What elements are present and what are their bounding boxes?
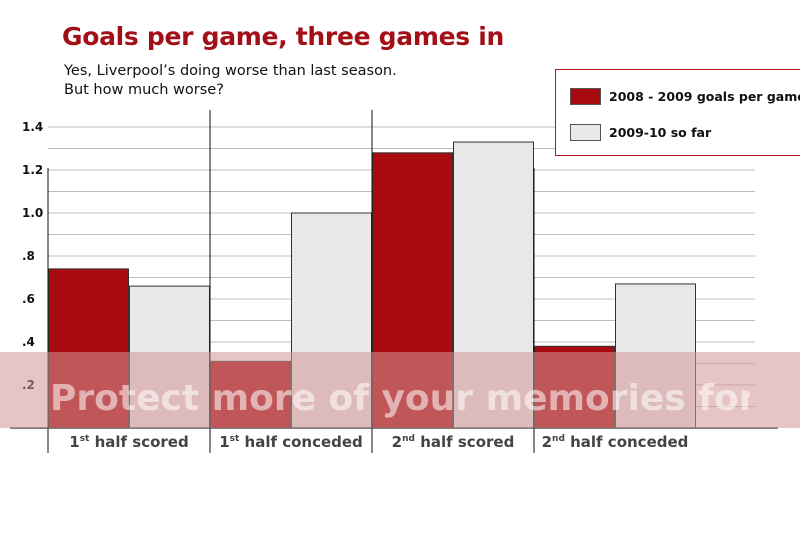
chart-subtitle-line-1: Yes, Liverpool’s doing worse than last s… (64, 63, 397, 79)
legend-item-2009-10: 2009-10 so far (570, 123, 711, 141)
y-tick-label: 1.2 (22, 163, 43, 177)
legend-label-2009-10: 2009-10 so far (609, 124, 712, 140)
legend-item-2008-09: 2008 - 2009 goals per game (570, 87, 800, 105)
x-category-label: 1st half conceded (219, 433, 363, 451)
legend-swatch-2009-10 (570, 123, 601, 141)
y-tick-label: 1.4 (22, 120, 43, 134)
chart-subtitle-line-2: But how much worse? (64, 82, 224, 98)
x-category-label: 2nd half scored (392, 433, 515, 451)
watermark-text: Protect more of your memories for le (50, 378, 750, 419)
chart-title: Goals per game, three games in (62, 22, 504, 51)
legend-swatch-2008-09 (570, 87, 601, 105)
watermark-band (0, 352, 800, 428)
y-tick-label: .8 (22, 249, 35, 263)
y-tick-label: .4 (22, 335, 35, 349)
y-tick-label: 1.0 (22, 206, 43, 220)
x-category-label: 1st half scored (69, 433, 188, 451)
legend: 2008 - 2009 goals per game 2009-10 so fa… (555, 69, 800, 156)
y-tick-label: .6 (22, 292, 35, 306)
x-category-label: 2nd half conceded (542, 433, 689, 451)
x-axis: 1st half scored 1st half conceded 2nd half… (10, 427, 778, 451)
legend-label-2008-09: 2008 - 2009 goals per game (609, 88, 800, 104)
